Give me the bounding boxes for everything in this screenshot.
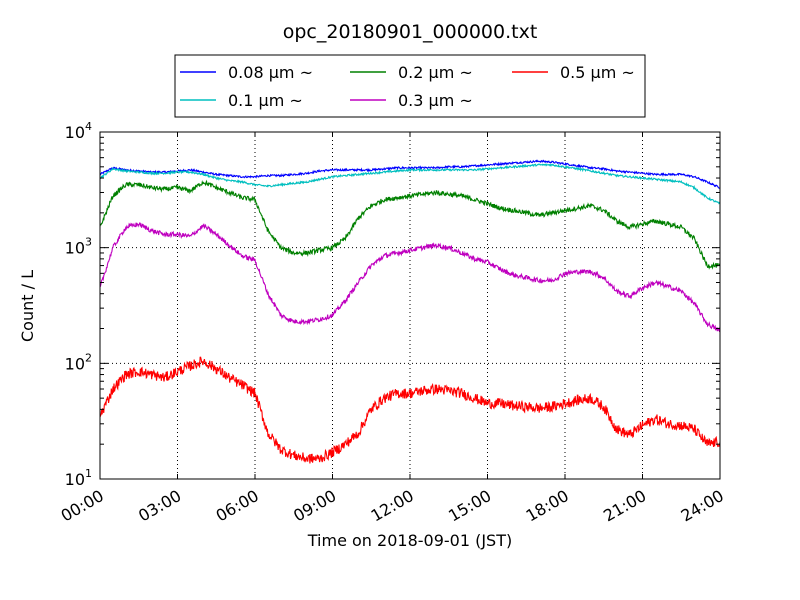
legend-box: [174, 54, 646, 118]
series-line: [99, 222, 721, 333]
x-axis-label: Time on 2018-09-01 (JST): [307, 531, 512, 550]
y-axis-label: Count / L: [18, 270, 37, 342]
series-lines: [99, 159, 721, 464]
legend-label: 0.1 μm ~: [228, 91, 303, 110]
chart-title: opc_20180901_000000.txt: [283, 21, 538, 43]
grid: [100, 132, 720, 479]
series-line: [99, 163, 721, 205]
legend-label: 0.2 μm ~: [398, 63, 473, 82]
series-line: [99, 179, 721, 270]
legend: 0.08 μm ~ 0.1 μm ~ 0.2 μm ~ 0.3 μm ~ 0.5 μm …: [174, 54, 646, 118]
legend-label: 0.3 μm ~: [398, 91, 473, 110]
legend-label: 0.08 μm ~: [228, 63, 313, 82]
axis-ticks: [99, 131, 721, 480]
series-line: [99, 159, 721, 189]
series-line: [99, 356, 721, 464]
y-tick-label: 103: [65, 236, 92, 258]
legend-label: 0.5 μm ~: [560, 63, 635, 82]
y-tick-label: 104: [65, 120, 92, 142]
y-tick-label: 102: [65, 351, 92, 373]
y-tick-labels: 101 102 103 104: [65, 120, 92, 489]
y-tick-label: 101: [65, 467, 92, 489]
